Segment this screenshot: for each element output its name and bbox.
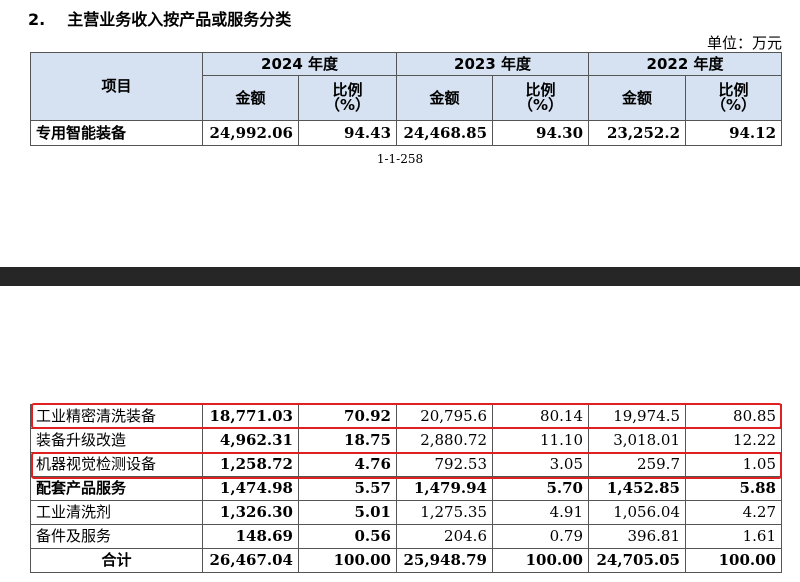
amount-header: 金额 [396,75,494,121]
amount-header: 金额 [588,75,687,121]
year-header-2022: 2022 年度 [588,52,783,76]
amount-header: 金额 [202,75,299,121]
cell-value: 204.6 [396,524,493,549]
cell-value: 11.10 [492,428,589,453]
row-label: 备件及服务 [30,524,203,549]
revenue-table-body: 工业精密清洗装备 18,771.03 70.92 20,795.6 80.14 19,97… [30,404,782,573]
revenue-table-header: 项目 2024 年度 2023 年度 2022 年度 金额 比例 （%） 金额 比… [30,52,783,146]
cell-value: 1,275.35 [396,500,493,525]
cell-value: 100.00 [492,548,589,573]
row-label: 装备升级改造 [30,428,203,453]
cell-value: 80.14 [492,404,589,429]
table-row: 备件及服务 148.69 0.56 204.6 0.79 396.81 1.61 [30,524,782,549]
cell-value: 5.01 [298,500,397,525]
ratio-header: 比例 （%） [685,75,783,121]
cell-value: 24,705.05 [588,548,686,573]
ratio-header-line2: （%） [518,96,564,114]
cell-value: 94.43 [297,120,398,146]
cell-value: 94.12 [685,120,783,146]
cell-value: 3,018.01 [588,428,686,453]
highlight-box-machine-vision [31,452,782,479]
table-row: 装备升级改造 4,962.31 18.75 2,880.72 11.10 3,018.01… [30,428,782,453]
cell-value: 80.85 [685,404,782,429]
item-column-header: 项目 [30,52,203,121]
cell-value: 4.91 [492,500,589,525]
ratio-header-line1: 比例 [332,81,363,99]
unit-label: 单位：万元 [706,34,782,52]
cell-value: 1,056.04 [588,500,686,525]
ratio-header: 比例 （%） [492,75,590,121]
page-separator [0,267,800,286]
cell-value: 1,326.30 [202,500,299,525]
ratio-header-line2: （%） [324,96,371,114]
cell-value: 5.88 [685,476,782,501]
cell-value: 1,452.85 [588,476,686,501]
cell-value: 100.00 [685,548,782,573]
row-label: 工业精密清洗装备 [30,404,203,429]
ratio-header-line2: （%） [711,96,757,114]
cell-value: 5.70 [492,476,589,501]
cell-value: 18.75 [298,428,397,453]
row-label: 配套产品服务 [30,476,203,501]
cell-value: 148.69 [202,524,299,549]
cell-value: 1,474.98 [202,476,299,501]
cell-value: 0.56 [298,524,397,549]
cell-value: 5.57 [298,476,397,501]
ratio-header: 比例 （%） [297,75,398,121]
ratio-header-line1: 比例 [525,81,556,99]
page-number: 1-1-258 [376,152,424,166]
year-header-2024: 2024 年度 [201,52,398,76]
cell-value: 4.27 [685,500,782,525]
cell-value: 18,771.03 [202,404,299,429]
cell-value: 20,795.6 [396,404,493,429]
cell-value: 1,479.94 [396,476,493,501]
cell-value: 24,468.85 [396,120,494,146]
highlight-box-precision-cleaning [31,403,782,429]
table-row: 合计 26,467.04 100.00 25,948.79 100.00 24,705.0… [30,548,782,573]
cell-value: 2,880.72 [396,428,493,453]
table-row: 工业精密清洗装备 18,771.03 70.92 20,795.6 80.14 19,97… [30,404,782,429]
year-header-2023: 2023 年度 [396,52,590,76]
cell-value: 0.79 [492,524,589,549]
cell-value: 19,974.5 [588,404,686,429]
cell-value: 24,992.06 [202,120,299,146]
row-label: 工业清洗剂 [30,500,203,525]
cell-value: 100.00 [298,548,397,573]
ratio-header-line1: 比例 [718,81,749,99]
table-row: 专用智能装备 24,992.06 94.43 24,468.85 94.30 2… [30,120,783,146]
cell-value: 25,948.79 [396,548,493,573]
cell-value: 4,962.31 [202,428,299,453]
cell-value: 23,252.2 [588,120,687,146]
row-label: 专用智能装备 [30,120,203,146]
cell-value: 12.22 [685,428,782,453]
cell-value: 1,258.72 [202,452,299,477]
cell-value: 1.61 [685,524,782,549]
section-title: 主营业务收入按产品或服务分类 [67,10,292,29]
cell-value: 792.53 [396,452,493,477]
cell-value: 94.30 [492,120,590,146]
row-label: 合计 [30,548,203,573]
table-row: 工业清洗剂 1,326.30 5.01 1,275.35 4.91 1,056.04 4.2… [30,500,782,525]
table-row: 配套产品服务 1,474.98 5.57 1,479.94 5.70 1,452.85 5.… [30,476,782,501]
cell-value: 26,467.04 [202,548,299,573]
table-row: 机器视觉检测设备 1,258.72 4.76 792.53 3.05 259.7 1.05 [30,452,782,477]
section-number: 2. [28,10,46,29]
cell-value: 396.81 [588,524,686,549]
section-heading: 2. 主营业务收入按产品或服务分类 [28,6,291,30]
